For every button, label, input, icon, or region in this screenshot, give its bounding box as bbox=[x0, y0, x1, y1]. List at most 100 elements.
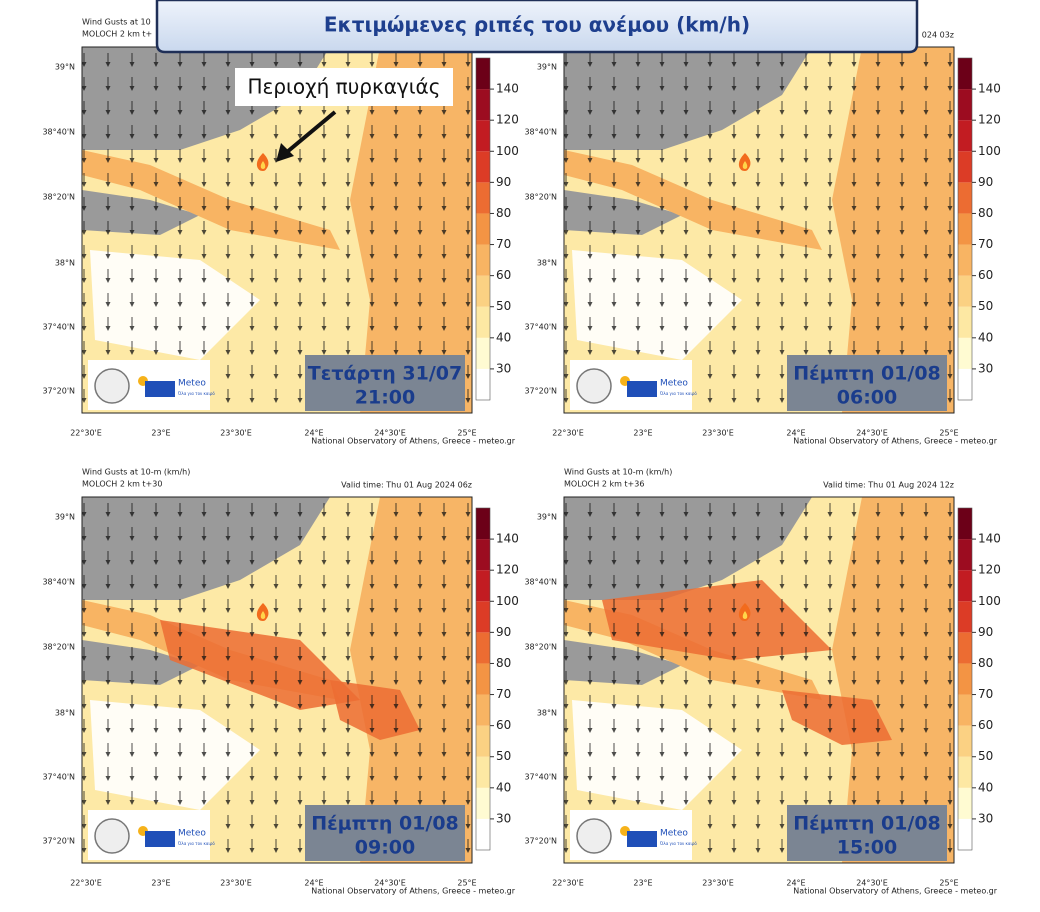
lon-label: 23°30'E bbox=[220, 879, 252, 888]
date-day: Πέμπτη 01/08 bbox=[793, 813, 941, 835]
colorbar-label: 30 bbox=[496, 361, 511, 375]
logo-tagline: Όλα για τον καιρό bbox=[177, 391, 215, 396]
lat-label: 37°40'N bbox=[42, 773, 75, 782]
map-panel: 024 03z 39°N 38°40'N 38°20'N 38°N 37°40'N 37°2… bbox=[524, 31, 1000, 446]
panel-header: Wind Gusts at 10-m (km/h) bbox=[82, 468, 190, 477]
panels: Wind Gusts at 10 MOLOCH 2 km t+ 39°N 38°40'… bbox=[42, 18, 1001, 896]
fire-icon-core bbox=[260, 161, 266, 169]
colorbar-segment bbox=[958, 570, 972, 602]
colorbar-label: 80 bbox=[978, 206, 993, 220]
colorbar-segment bbox=[476, 275, 490, 307]
lat-label: 37°20'N bbox=[524, 837, 557, 846]
annotation-arrow bbox=[285, 110, 337, 154]
lon-label: 24°E bbox=[304, 429, 323, 438]
lon-label: 25°E bbox=[939, 429, 958, 438]
colorbar-segment bbox=[958, 632, 972, 664]
logo-seal bbox=[576, 368, 612, 404]
colorbar-segment bbox=[958, 120, 972, 152]
logo-tagline: Όλα για τον καιρό bbox=[177, 841, 215, 846]
valid-time: Valid time: Thu 01 Aug 2024 06z bbox=[341, 481, 472, 490]
lat-label: 37°40'N bbox=[42, 323, 75, 332]
wind-arrows bbox=[564, 497, 954, 863]
date-day: Πέμπτη 01/08 bbox=[793, 363, 941, 385]
lat-label: 37°40'N bbox=[524, 323, 557, 332]
colorbar-segment bbox=[958, 818, 972, 850]
colorbar-label: 120 bbox=[496, 113, 519, 127]
lon-label: 22°30'E bbox=[552, 879, 584, 888]
panel-header: MOLOCH 2 km t+ bbox=[82, 30, 152, 39]
colorbar-segment bbox=[958, 337, 972, 369]
colorbar-label: 120 bbox=[496, 563, 519, 577]
map-panel: Wind Gusts at 10 MOLOCH 2 km t+ 39°N 38°40'… bbox=[42, 18, 518, 446]
lat-label: 39°N bbox=[55, 513, 75, 522]
lon-label: 23°E bbox=[633, 879, 652, 888]
colorbar-label: 140 bbox=[496, 82, 519, 96]
date-time: 15:00 bbox=[837, 837, 897, 859]
colorbar-segment bbox=[958, 58, 972, 90]
colorbar-segment bbox=[476, 508, 490, 540]
logo-name: Meteo bbox=[178, 379, 206, 389]
date-box bbox=[305, 355, 465, 411]
footer: National Observatory of Athens, Greece -… bbox=[793, 437, 998, 446]
lon-label: 25°E bbox=[457, 429, 476, 438]
lon-label: 24°30'E bbox=[856, 429, 888, 438]
colorbar-label: 30 bbox=[978, 361, 993, 375]
logo-name: Meteo bbox=[178, 829, 206, 839]
colorbar-label: 50 bbox=[496, 749, 511, 763]
colorbar-label: 30 bbox=[978, 811, 993, 825]
lat-label: 38°20'N bbox=[524, 643, 557, 652]
lat-label: 38°20'N bbox=[42, 193, 75, 202]
colorbar-segment bbox=[476, 756, 490, 788]
panel-header: MOLOCH 2 km t+36 bbox=[564, 480, 644, 489]
lat-label: 38°N bbox=[537, 259, 557, 268]
colorbar-segment bbox=[476, 89, 490, 121]
lat-label: 38°40'N bbox=[524, 128, 557, 137]
wind-arrows bbox=[564, 47, 954, 413]
colorbar-segment bbox=[958, 539, 972, 571]
logo-mark bbox=[627, 831, 657, 847]
colorbar-label: 80 bbox=[496, 656, 511, 670]
colorbar-segment bbox=[476, 694, 490, 726]
colorbar-segment bbox=[958, 275, 972, 307]
colorbar-label: 70 bbox=[978, 237, 993, 251]
colorbar-label: 60 bbox=[496, 718, 511, 732]
colorbar-segment bbox=[476, 244, 490, 276]
colorbar-segment bbox=[476, 337, 490, 369]
colorbar-segment bbox=[476, 306, 490, 338]
lon-label: 24°30'E bbox=[374, 879, 406, 888]
lat-label: 38°N bbox=[55, 259, 75, 268]
colorbar-segment bbox=[958, 756, 972, 788]
lon-label: 24°E bbox=[304, 879, 323, 888]
map-panel: Wind Gusts at 10-m (km/h) MOLOCH 2 km t+3… bbox=[42, 468, 518, 896]
logo-tagline: Όλα για τον καιρό bbox=[659, 391, 697, 396]
colorbar-label: 60 bbox=[978, 268, 993, 282]
lon-label: 23°E bbox=[633, 429, 652, 438]
lat-label: 38°40'N bbox=[42, 128, 75, 137]
lon-label: 24°E bbox=[786, 429, 805, 438]
colorbar-label: 90 bbox=[978, 625, 993, 639]
logo-mark bbox=[145, 381, 175, 397]
lat-label: 38°20'N bbox=[524, 193, 557, 202]
colorbar-segment bbox=[958, 725, 972, 757]
lon-label: 24°30'E bbox=[374, 429, 406, 438]
colorbar-label: 140 bbox=[978, 532, 1001, 546]
lon-label: 25°E bbox=[939, 879, 958, 888]
colorbar-segment bbox=[476, 58, 490, 90]
panel-header: MOLOCH 2 km t+30 bbox=[82, 480, 162, 489]
annotation: Περιοχή πυρκαγιάς bbox=[235, 68, 453, 162]
lon-label: 25°E bbox=[457, 879, 476, 888]
date-box bbox=[787, 355, 947, 411]
colorbar-label: 90 bbox=[496, 175, 511, 189]
date-time: 09:00 bbox=[355, 837, 415, 859]
colorbar-label: 50 bbox=[978, 299, 993, 313]
date-day: Τετάρτη 31/07 bbox=[308, 363, 462, 385]
date-box bbox=[787, 805, 947, 861]
colorbar-label: 100 bbox=[496, 594, 519, 608]
colorbar-segment bbox=[476, 632, 490, 664]
colorbar-label: 90 bbox=[496, 625, 511, 639]
colorbar-segment bbox=[476, 539, 490, 571]
colorbar-segment bbox=[958, 151, 972, 183]
colorbar-segment bbox=[958, 89, 972, 121]
annotation-text: Περιοχή πυρκαγιάς bbox=[248, 75, 441, 99]
colorbar-segment bbox=[476, 368, 490, 400]
